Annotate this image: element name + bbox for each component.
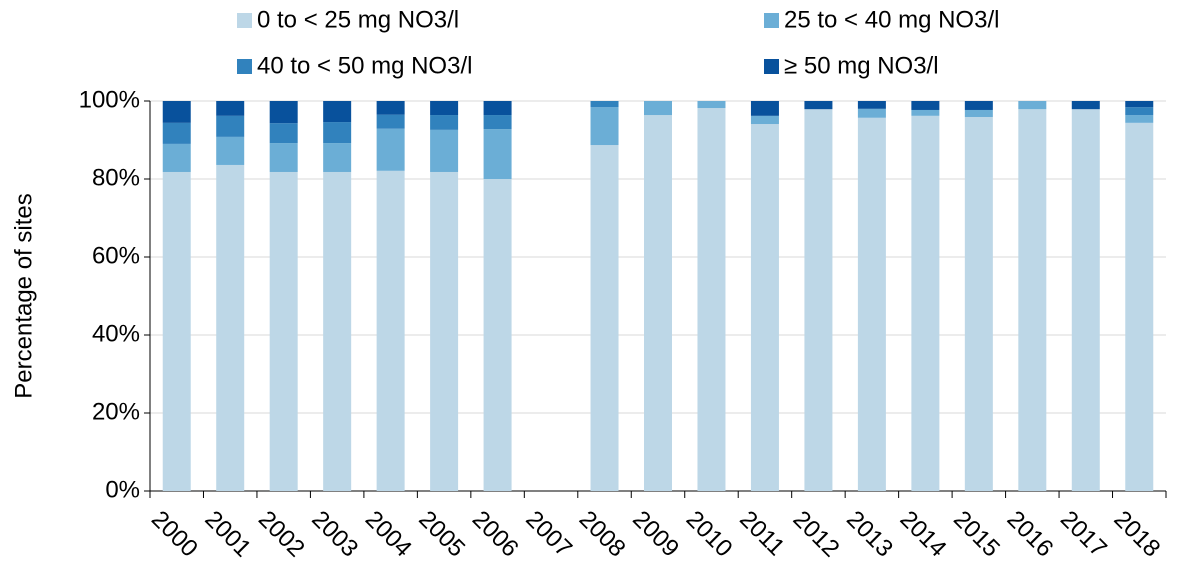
y-tick-label: 80% bbox=[92, 164, 140, 191]
bar-segment bbox=[1125, 115, 1154, 123]
bar-segment bbox=[1071, 109, 1100, 491]
x-tick-label: 2008 bbox=[574, 506, 631, 563]
legend-label: 40 to < 50 mg NO3/l bbox=[257, 52, 472, 79]
x-tick-label: 2014 bbox=[895, 506, 952, 563]
legend-swatch bbox=[237, 13, 252, 28]
x-tick-label: 2011 bbox=[734, 506, 790, 562]
bar-segment bbox=[590, 107, 619, 146]
bar-segment bbox=[162, 122, 191, 144]
x-tick-label: 2005 bbox=[413, 506, 470, 563]
bar-segment bbox=[269, 101, 298, 124]
bar-segment bbox=[216, 101, 245, 116]
bar-segment bbox=[750, 124, 779, 491]
bar-segment bbox=[483, 179, 512, 491]
bar-segment bbox=[162, 143, 191, 172]
y-tick-label: 0% bbox=[105, 476, 140, 503]
bar-segment bbox=[1125, 101, 1154, 108]
x-tick-label: 2015 bbox=[948, 506, 1005, 563]
x-tick-label: 2007 bbox=[520, 506, 577, 563]
bar-segment bbox=[911, 115, 940, 491]
x-tick-label: 2017 bbox=[1055, 506, 1112, 563]
bar-segment bbox=[323, 122, 352, 144]
bar-segment bbox=[1125, 122, 1154, 491]
y-tick-label: 40% bbox=[92, 320, 140, 347]
bar-segment bbox=[804, 109, 833, 491]
bar-segment bbox=[323, 143, 352, 172]
bar-segment bbox=[911, 109, 940, 116]
bar-segment bbox=[269, 143, 298, 172]
bar-segment bbox=[162, 171, 191, 492]
bar-segment bbox=[697, 108, 726, 492]
bar-segment bbox=[483, 129, 512, 179]
x-tick-label: 2006 bbox=[467, 506, 524, 563]
bar-segment bbox=[964, 101, 993, 110]
y-tick-label: 20% bbox=[92, 398, 140, 425]
bar-segment bbox=[430, 101, 459, 116]
bar-segment bbox=[590, 145, 619, 491]
legend-swatch bbox=[764, 59, 779, 74]
x-tick-label: 2004 bbox=[360, 506, 417, 563]
bar-segment bbox=[697, 101, 726, 109]
legend-label: 0 to < 25 mg NO3/l bbox=[257, 6, 459, 33]
x-tick-label: 2009 bbox=[627, 506, 684, 563]
x-tick-label: 2010 bbox=[681, 506, 738, 563]
bar-segment bbox=[216, 136, 245, 165]
bar-segment bbox=[911, 101, 940, 110]
legend-label: 25 to < 40 mg NO3/l bbox=[784, 6, 999, 33]
bar-segment bbox=[857, 117, 886, 492]
bar-segment bbox=[376, 101, 405, 115]
bar-segment bbox=[857, 108, 886, 118]
bar-segment bbox=[323, 171, 352, 492]
bar-segment bbox=[430, 171, 459, 492]
bar-segment bbox=[1071, 101, 1100, 110]
bar-segment bbox=[323, 101, 352, 123]
x-tick-label: 2018 bbox=[1109, 506, 1166, 563]
legend-swatch bbox=[764, 13, 779, 28]
bar-segment bbox=[376, 170, 405, 491]
bar-segment bbox=[750, 101, 779, 116]
bar-segment bbox=[216, 115, 245, 137]
y-axis-label: Percentage of sites bbox=[10, 193, 37, 398]
x-tick-label: 2016 bbox=[1002, 506, 1059, 563]
bar-segment bbox=[376, 114, 405, 129]
bar-segment bbox=[1018, 109, 1047, 491]
legend-swatch bbox=[237, 59, 252, 74]
bar-segment bbox=[857, 101, 886, 109]
legend-label: ≥ 50 mg NO3/l bbox=[784, 52, 939, 79]
bar-segment bbox=[483, 101, 512, 116]
bar-segment bbox=[269, 171, 298, 492]
bar-segment bbox=[483, 115, 512, 130]
bar-segment bbox=[430, 115, 459, 130]
bar-segment bbox=[430, 129, 459, 172]
x-tick-label: 2000 bbox=[146, 506, 203, 563]
bar-segment bbox=[269, 123, 298, 144]
bar-segment bbox=[644, 101, 672, 116]
bar-segment bbox=[964, 109, 993, 117]
x-tick-label: 2012 bbox=[788, 506, 845, 563]
bar-segment bbox=[750, 115, 779, 125]
y-tick-label: 100% bbox=[79, 86, 140, 113]
bar-segment bbox=[964, 116, 993, 492]
bar-segment bbox=[162, 101, 191, 123]
bar-segment bbox=[644, 115, 672, 491]
x-tick-label: 2002 bbox=[253, 506, 310, 563]
x-tick-label: 2003 bbox=[306, 506, 363, 563]
x-tick-label: 2001 bbox=[199, 506, 256, 563]
bar-segment bbox=[1018, 101, 1047, 110]
bar-segment bbox=[376, 128, 405, 171]
bar-segment bbox=[804, 101, 833, 110]
bar-segment bbox=[216, 164, 245, 491]
x-tick-label: 2013 bbox=[841, 506, 898, 563]
y-tick-label: 60% bbox=[92, 242, 140, 269]
bar-segment bbox=[590, 101, 619, 108]
bar-segment bbox=[1125, 107, 1154, 116]
